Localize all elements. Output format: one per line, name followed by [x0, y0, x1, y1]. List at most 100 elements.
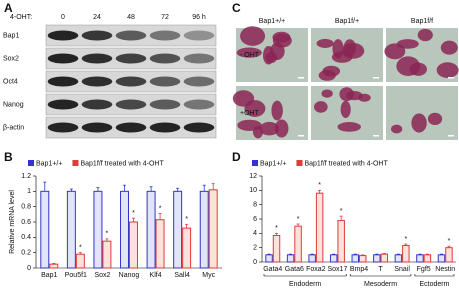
x-tick-label: Bap1 [41, 272, 57, 279]
x-tick-label: Foxa2 [306, 266, 326, 273]
blot-band [47, 99, 79, 110]
bar [199, 190, 209, 269]
group-bracket [349, 274, 412, 277]
significance-mark: * [185, 216, 188, 223]
legend-label: Bap1+/+ [36, 160, 62, 167]
significance-mark: * [275, 225, 278, 232]
colony [417, 28, 433, 42]
x-tick-label: Fgf5 [417, 266, 431, 273]
bar [272, 234, 281, 263]
row-label: - OHT [240, 52, 260, 59]
bar [437, 254, 446, 263]
colony [316, 38, 334, 48]
significance-mark: * [79, 245, 82, 252]
group-label: Ectoderm [419, 281, 449, 288]
colony [332, 39, 344, 59]
y-tick-label: 1.2 [21, 173, 31, 180]
protein-label: Nanog [3, 101, 24, 108]
colony [342, 42, 365, 59]
timepoint-label: 24 [93, 14, 101, 21]
treatment-label: 4-OHT: [10, 14, 32, 21]
blot-band [47, 76, 79, 87]
x-tick-label: Gata4 [263, 266, 282, 273]
legend-swatch [72, 160, 79, 166]
blot-band [115, 99, 147, 110]
blot-band [149, 30, 181, 41]
blot-band [81, 53, 113, 64]
x-tick-label: Klf4 [150, 272, 162, 279]
y-tick-label: 0.8 [21, 204, 31, 211]
bar [373, 254, 381, 263]
colony [236, 47, 262, 58]
bar [155, 219, 165, 269]
bar [308, 254, 316, 263]
bar [380, 253, 389, 263]
bar [337, 219, 345, 263]
blot-band [183, 122, 215, 133]
protein-label: Sox2 [3, 55, 19, 62]
scale-bar [373, 77, 379, 79]
significance-mark: * [132, 210, 135, 217]
micrograph [311, 86, 383, 140]
colony [232, 90, 255, 107]
colony [237, 119, 262, 131]
bar [402, 245, 410, 263]
colony [340, 100, 351, 118]
micrograph [386, 86, 458, 140]
bar [208, 189, 218, 269]
blot-band [47, 53, 79, 64]
legend-label: Bap1f/f treated with 4-OHT [80, 160, 164, 167]
group-label: Endoderm [289, 281, 321, 288]
blot-band [149, 122, 181, 133]
x-tick-label: Bmp4 [350, 266, 368, 273]
bar [102, 240, 112, 269]
bar [146, 190, 156, 269]
x-tick-label: Sox2 [94, 272, 110, 279]
blot-band [183, 99, 215, 110]
bar [351, 254, 359, 263]
legend-swatch [296, 160, 303, 166]
x-tick-label: Sall4 [174, 272, 190, 279]
colony [322, 65, 341, 77]
colony [259, 121, 280, 136]
scale-bar [448, 77, 454, 79]
blot-band [149, 76, 181, 87]
protein-label: Oct4 [3, 78, 18, 85]
protein-label: β-actin [3, 124, 24, 131]
protein-label: Bap1 [3, 32, 19, 39]
bar [315, 192, 324, 263]
micrograph [311, 28, 383, 82]
significance-mark: * [318, 182, 321, 189]
micrograph [384, 28, 459, 82]
colony [314, 101, 328, 113]
micrograph [236, 26, 308, 82]
bar [40, 190, 50, 269]
y-axis-label: Relative mRNA level [9, 190, 16, 254]
legend-label: Bap1f/f treated with 4-OHT [304, 160, 388, 167]
x-tick-label: Nestin [435, 266, 455, 273]
y-tick-label: 0 [27, 265, 31, 272]
x-tick-label: Nanog [119, 272, 140, 279]
blot-band [47, 30, 79, 41]
colony [396, 56, 421, 77]
blot-band [183, 53, 215, 64]
bar [173, 190, 183, 269]
colony [337, 122, 361, 132]
colony [436, 62, 459, 78]
scale-bar [298, 135, 304, 137]
bar [423, 254, 432, 263]
bar [66, 190, 76, 269]
bar [265, 254, 273, 263]
bar [416, 254, 424, 263]
blot-band [115, 53, 147, 64]
significance-mark: * [404, 236, 407, 243]
x-tick-label: Snail [394, 266, 410, 273]
scale-bar [373, 135, 379, 137]
bar [93, 190, 103, 269]
significance-mark: * [106, 231, 109, 238]
blot-band [81, 30, 113, 41]
blot-band [81, 99, 113, 110]
y-tick-label: 4 [253, 230, 257, 237]
y-tick-label: 2 [253, 245, 257, 252]
x-tick-label: Myc [202, 272, 215, 279]
